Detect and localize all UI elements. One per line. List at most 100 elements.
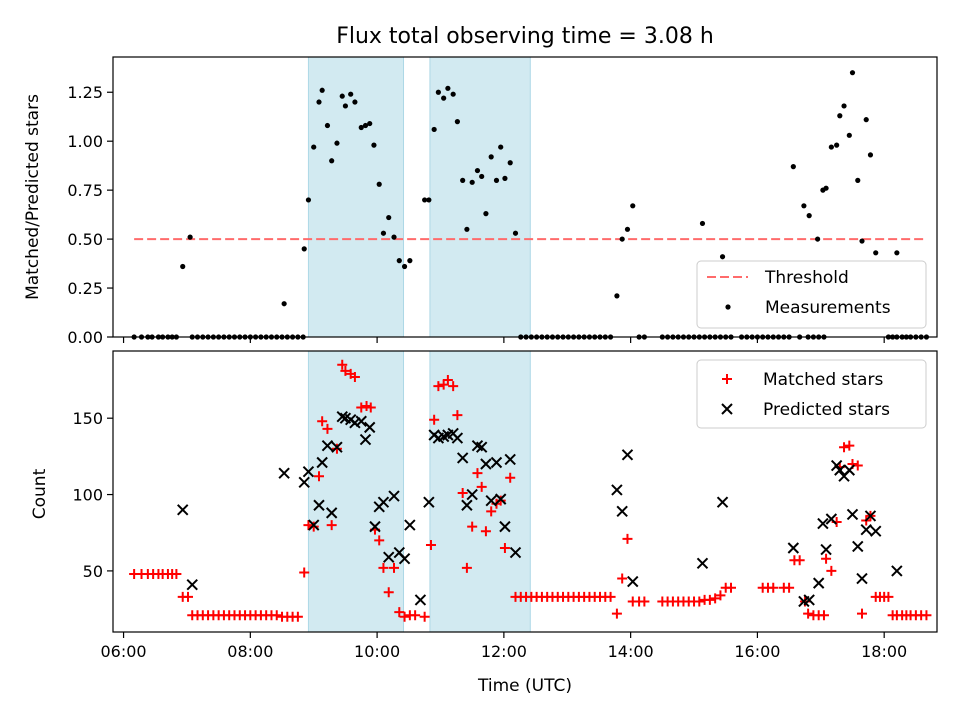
matched-star-point	[821, 553, 832, 564]
measurement-point	[376, 181, 382, 187]
matched-star-point	[340, 365, 351, 376]
matched-star-point	[271, 610, 282, 621]
measurement-point	[614, 293, 620, 299]
matched-star-point	[768, 582, 779, 593]
bottom-axes-frame	[112, 350, 938, 633]
measurement-point	[431, 126, 437, 133]
measurement-point	[460, 177, 466, 183]
legend-matched-label: Matched stars	[763, 370, 883, 390]
measurement-point	[329, 158, 335, 164]
measurement-point	[435, 89, 441, 95]
x-tick-label: 14:00	[608, 642, 654, 661]
predicted-star-point	[414, 594, 427, 606]
top-y-axis-label: Matched/Predicted stars	[23, 94, 43, 300]
legend-threshold-label: Threshold	[764, 268, 849, 288]
predicted-star-point	[278, 467, 290, 479]
predicted-star-point	[298, 476, 310, 489]
predicted-star-point	[475, 441, 488, 453]
matched-star-point	[399, 611, 410, 622]
predicted-star-point	[504, 453, 516, 466]
predicted-star-point	[325, 507, 338, 519]
predicted-star-point	[398, 552, 411, 565]
matched-star-point	[308, 521, 319, 532]
matched-star-point	[378, 562, 389, 573]
top-y-tick-label: 0.50	[67, 230, 103, 249]
measurement-point	[301, 246, 307, 252]
predicted-star-point	[456, 452, 469, 464]
legend-matched-swatch	[722, 374, 732, 384]
predicted-star-point	[494, 493, 507, 505]
x-tick-label: 06:00	[101, 642, 147, 661]
matched-star-point	[818, 610, 829, 621]
predicted-star-point	[891, 565, 903, 577]
matched-star-point	[856, 608, 867, 619]
matched-star-point	[480, 526, 491, 537]
matched-star-point	[326, 520, 337, 531]
predicted-star-point	[451, 432, 464, 444]
predicted-star-point	[364, 421, 376, 434]
predicted-star-point	[825, 513, 838, 525]
measurement-point	[281, 301, 287, 307]
measurement-point	[846, 132, 852, 138]
bottom-y-tick-label: 50	[83, 562, 103, 581]
top-shaded-band	[429, 56, 531, 338]
predicted-star-point	[499, 520, 511, 533]
legend-measurements-swatch	[725, 304, 731, 310]
chart-title: Flux total observing time = 3.08 h	[336, 24, 714, 49]
matched-star-point	[803, 608, 814, 619]
matched-star-point	[448, 381, 459, 392]
predicted-star-point	[621, 449, 634, 461]
measurement-point	[849, 70, 856, 76]
top-panel: 0.00 0.25 0.50 0.75 1.00 1.25 Threshold Measure…	[67, 56, 938, 347]
top-axes-frame	[112, 56, 938, 338]
measurement-point	[316, 99, 322, 105]
predicted-star-point	[316, 456, 328, 469]
matched-star-point	[461, 562, 472, 573]
top-y-tick-label: 0.75	[67, 181, 103, 200]
matched-star-point	[784, 582, 795, 593]
matched-star-point	[374, 535, 385, 546]
top-y-tick-label: 1.00	[67, 132, 103, 151]
x-tick-label: 10:00	[354, 642, 400, 661]
measurement-point	[358, 124, 364, 131]
measurement-point	[498, 144, 504, 150]
matched-star-point	[337, 359, 348, 370]
predicted-star-point	[864, 510, 877, 522]
measurement-point	[790, 164, 796, 170]
matched-star-point	[394, 607, 405, 618]
matched-star-point	[383, 587, 394, 598]
matched-star-point	[299, 567, 310, 578]
matched-star-point	[442, 375, 453, 386]
matched-star-point	[883, 591, 894, 602]
measurement-point	[855, 177, 861, 183]
measurement-point	[401, 263, 408, 270]
matched-star-point	[410, 610, 421, 621]
measurement-point	[407, 258, 413, 264]
bottom-shaded-band	[429, 350, 531, 633]
matched-star-point	[452, 410, 463, 421]
predicted-star-point	[616, 505, 628, 518]
predicted-star-point	[846, 508, 859, 521]
predicted-star-point	[843, 464, 856, 476]
measurement-point	[319, 87, 325, 93]
bottom-y-axis-label: Count	[30, 468, 50, 519]
matched-star-point	[826, 565, 837, 576]
matched-star-point	[694, 596, 705, 607]
matched-star-point	[495, 495, 506, 506]
matched-star-point	[921, 610, 932, 621]
measurement-point	[396, 258, 402, 264]
matched-star-point	[171, 568, 182, 579]
bottom-legend: Matched stars Predicted stars	[696, 359, 927, 429]
predicted-star-point	[856, 572, 868, 585]
measurement-point	[348, 91, 354, 97]
x-tick-label: 16:00	[734, 642, 780, 661]
matched-star-point	[605, 591, 616, 602]
predicted-star-point	[313, 499, 325, 511]
matched-star-point	[356, 402, 367, 413]
measurement-point	[859, 238, 865, 244]
matched-star-point	[183, 591, 194, 602]
measurement-point	[474, 167, 481, 174]
x-tick-label: 12:00	[481, 642, 527, 661]
predicted-star-point	[355, 415, 367, 427]
matched-star-point	[349, 371, 360, 382]
